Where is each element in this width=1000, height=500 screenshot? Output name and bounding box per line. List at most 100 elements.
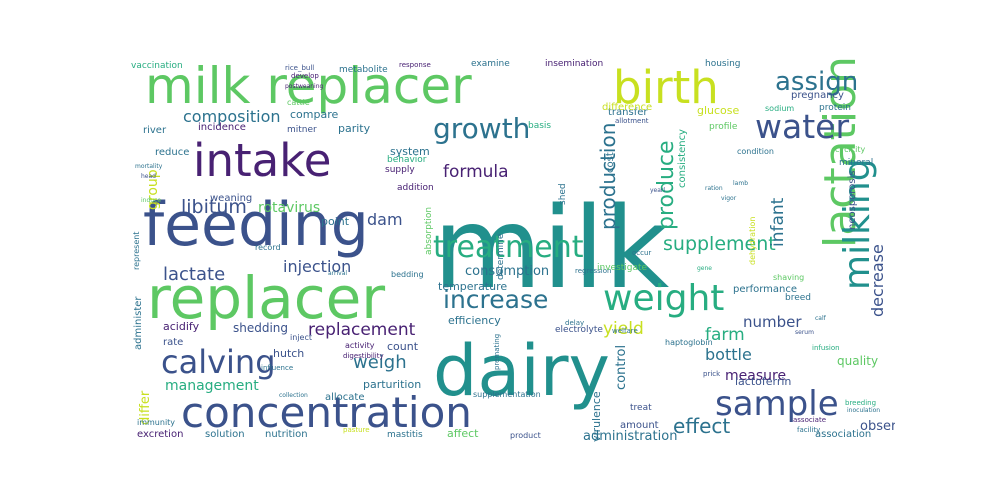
word-associate: associate — [793, 416, 826, 424]
word-acidify: acidify — [163, 320, 200, 333]
word-virulence: virulence — [590, 391, 603, 442]
word-differ: differ — [138, 390, 153, 425]
word-incidence: incidence — [198, 122, 246, 133]
word-represent: represent — [132, 232, 141, 270]
word-immunity: immunity — [137, 418, 175, 427]
word-basis: basis — [528, 121, 551, 131]
word-yearl: yearl — [650, 187, 665, 194]
word-collection: collection — [279, 392, 308, 399]
word-arrival: arrival — [328, 270, 347, 277]
word-regression: regression — [575, 267, 611, 275]
word-river: river — [143, 125, 167, 136]
word-product: product — [510, 431, 541, 440]
word-welfare: welfare — [612, 327, 638, 335]
word-yield: yield — [603, 319, 644, 339]
word-number: number — [743, 313, 802, 331]
word-observe: observe — [860, 419, 895, 434]
word-condition: condition — [737, 147, 774, 156]
word-shaving: shaving — [773, 273, 804, 282]
word-intake: intake — [193, 134, 331, 187]
word-mineral: mineral — [839, 158, 873, 168]
word-pregnancy: pregnancy — [791, 90, 844, 101]
word-efficiency: efficiency — [448, 314, 501, 327]
word-dehydration: dehydration — [748, 217, 757, 265]
word-compare: compare — [290, 108, 338, 121]
word-supplementation: supplementation — [473, 390, 541, 399]
word-ration: ration — [705, 185, 723, 192]
word-assign: assign — [775, 67, 858, 97]
word-measure: measure — [725, 368, 786, 384]
word-weigh: weigh — [353, 352, 407, 373]
word-produce: produce — [654, 140, 679, 230]
word-bottle: bottle — [705, 345, 752, 364]
word-supply: supply — [385, 165, 415, 175]
word-insemination: insemination — [545, 59, 603, 69]
word-water: water — [755, 107, 849, 146]
word-parturition: parturition — [363, 378, 421, 391]
word-head: head — [141, 173, 156, 180]
word-formula: formula — [443, 162, 509, 182]
word-housing: housing — [705, 59, 741, 69]
word-consumption: consumption — [465, 264, 549, 279]
word-association: association — [815, 429, 871, 440]
word-concentration: concentration — [181, 388, 472, 437]
word-examine: examine — [471, 59, 510, 69]
word-electrolyte: electrolyte — [555, 325, 603, 335]
word-digestibility: digestibility — [343, 352, 384, 360]
word-premating: premating — [493, 334, 501, 370]
word-metabolite: metabolite — [339, 65, 388, 75]
word-lactation: lactation — [815, 56, 866, 248]
word-weight: weight — [603, 278, 724, 319]
word-breeding: breeding — [845, 399, 876, 407]
word-cloud: milk dairy feeding replacer milk replacer con… — [125, 50, 895, 445]
word-increase: increase — [443, 285, 548, 314]
word-sample: sample — [715, 384, 839, 424]
word-excretion: excretion — [137, 429, 183, 440]
word-occur: occur — [632, 249, 651, 257]
word-farm: farm — [705, 325, 745, 345]
word-rice-bull: rice_bull — [285, 64, 314, 72]
word-activity: activity — [345, 341, 375, 350]
word-cycicity: cycicity — [835, 145, 866, 154]
word-mortality: mortality — [135, 163, 163, 170]
word-neosporosis: neosporosis — [847, 171, 858, 231]
word-induce: induce — [141, 197, 161, 204]
word-mastitis: mastitis — [387, 430, 423, 440]
word-profile: profile — [709, 122, 738, 132]
word-sodium: sodium — [765, 104, 794, 113]
word-determine: determine — [496, 233, 506, 280]
word-hutch: hutch — [273, 347, 304, 360]
word-behavior: behavior — [387, 155, 427, 165]
word-nutrition: nutrition — [265, 429, 308, 440]
word-record: record — [255, 243, 281, 252]
word-lamb: lamb — [733, 180, 748, 187]
word-administration: administration — [583, 429, 677, 444]
word-addition: addition — [397, 183, 434, 193]
word-inject: inject — [290, 333, 312, 342]
word-control: control — [614, 345, 629, 390]
word-bedding: bedding — [391, 270, 424, 279]
word-investigate: investigate — [597, 263, 648, 273]
word-calving: calving — [161, 343, 276, 381]
word-treatment: treatment — [433, 230, 584, 265]
word-affect: affect — [447, 427, 479, 440]
word-amount: amount — [620, 420, 659, 431]
word-replacement: replacement — [308, 320, 416, 340]
word-shedding: shedding — [233, 321, 288, 335]
word-inoculation: inoculation — [847, 407, 880, 414]
word-cattle: cattle — [287, 98, 310, 107]
word-parity: parity — [338, 122, 371, 135]
word-shed: shed — [558, 183, 568, 205]
word-injection: injection — [283, 257, 351, 276]
word-milking: milking — [837, 158, 878, 290]
word-allotment: allotment — [615, 117, 649, 125]
word-vaccination: vaccination — [131, 61, 183, 71]
word-facility: facility — [797, 426, 820, 434]
word-effect: effect — [673, 414, 730, 438]
word-develop: develop — [291, 72, 319, 80]
word-infusion: infusion — [812, 344, 840, 352]
word-haptoglobin: haptoglobin — [665, 338, 713, 347]
word-influence: influence — [261, 364, 293, 372]
word-dam: dam — [367, 210, 403, 229]
word-glucose: glucose — [697, 104, 740, 117]
